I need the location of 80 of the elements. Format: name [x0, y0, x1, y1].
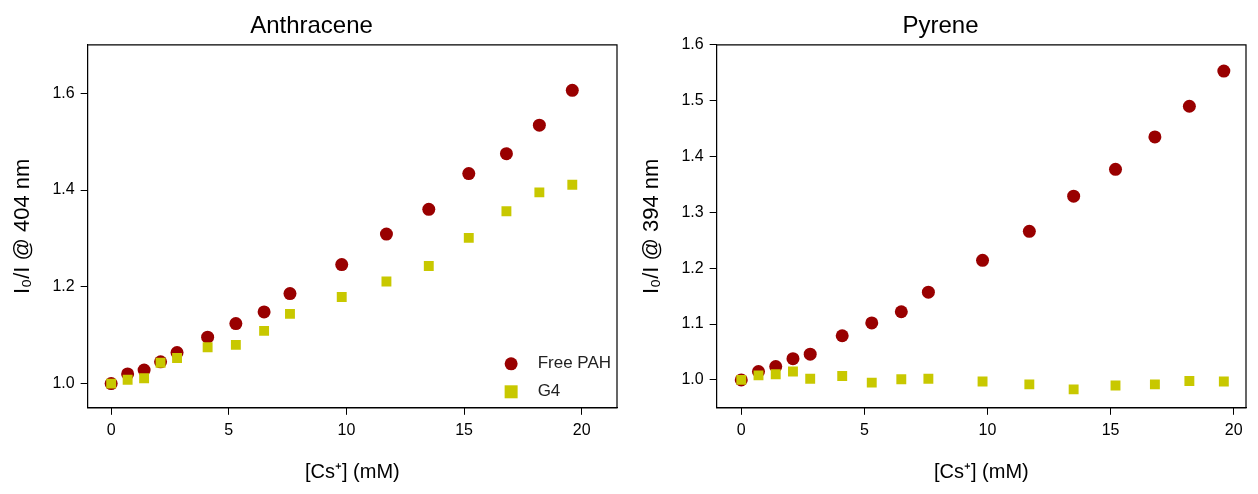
x-tick-label: 0 — [106, 420, 116, 438]
point — [336, 292, 347, 302]
point — [753, 370, 764, 381]
y-tick-label: 1.6 — [681, 35, 704, 53]
x-tick-label: 15 — [1101, 420, 1120, 438]
point — [1149, 379, 1160, 390]
x-tick-label: 0 — [736, 420, 746, 438]
point — [803, 347, 817, 361]
point — [423, 261, 434, 271]
point — [1068, 384, 1079, 395]
point — [1067, 189, 1081, 203]
y-tick-label: 1.0 — [681, 370, 704, 388]
y-tick-label: 1.3 — [681, 202, 704, 220]
x-tick-label: 20 — [572, 420, 591, 438]
point — [923, 373, 934, 384]
chart-title: Pyrene — [902, 11, 979, 39]
x-tick-label: 5 — [859, 420, 869, 438]
y-tick-label: 1.4 — [681, 146, 704, 164]
y-tick-label: 1.1 — [681, 314, 704, 332]
point — [381, 276, 392, 287]
point — [259, 325, 270, 336]
point — [1109, 162, 1123, 176]
point — [921, 285, 935, 299]
point — [865, 316, 879, 330]
x-axis-title: [Cs⁺] (mM) — [933, 459, 1029, 482]
point — [230, 339, 241, 350]
x-tick-label: 15 — [455, 420, 474, 438]
point — [805, 373, 816, 384]
point — [285, 308, 295, 319]
point — [463, 232, 474, 243]
point — [977, 376, 988, 387]
y-tick-label: 1.5 — [681, 91, 704, 109]
point — [202, 342, 213, 353]
point — [335, 258, 349, 272]
point — [896, 374, 907, 385]
y-tick-label: 1.2 — [52, 277, 75, 295]
point — [379, 227, 393, 241]
legend-label: G4 — [537, 381, 561, 401]
point — [866, 377, 877, 388]
point — [501, 206, 512, 217]
point — [532, 118, 546, 132]
point — [172, 353, 182, 363]
point — [534, 187, 545, 198]
point — [976, 253, 990, 267]
y-tick-label: 1.4 — [52, 180, 75, 198]
point — [122, 374, 133, 385]
point — [499, 147, 513, 161]
point — [1217, 64, 1231, 78]
point — [1182, 99, 1196, 113]
point — [565, 83, 579, 97]
point — [1024, 379, 1035, 390]
point — [1184, 376, 1195, 386]
x-axis-title: [Cs⁺] (mM) — [304, 459, 400, 482]
point — [139, 373, 150, 384]
y-axis-title: I₀/I @ 404 nm — [9, 158, 35, 294]
point — [1148, 130, 1162, 144]
point — [1218, 376, 1229, 387]
y-axis-title: I₀/I @ 394 nm — [638, 158, 664, 294]
point — [422, 202, 436, 216]
y-tick-label: 1.0 — [52, 374, 75, 392]
point — [229, 317, 243, 331]
point — [835, 329, 849, 343]
x-tick-label: 20 — [1224, 420, 1243, 438]
x-tick-label: 5 — [224, 420, 234, 438]
point — [257, 305, 271, 319]
point — [894, 305, 908, 319]
point — [786, 352, 800, 366]
chart-title: Anthracene — [250, 11, 373, 39]
point — [837, 371, 848, 381]
point — [567, 179, 578, 190]
y-tick-label: 1.6 — [52, 83, 75, 101]
point — [283, 287, 297, 301]
y-tick-label: 1.2 — [681, 258, 704, 276]
point — [462, 167, 476, 181]
legend-label: Free PAH — [537, 353, 611, 373]
point — [1022, 224, 1036, 238]
x-tick-label: 10 — [337, 420, 356, 438]
x-tick-label: 10 — [978, 420, 997, 438]
point — [770, 369, 781, 380]
point — [788, 366, 798, 377]
